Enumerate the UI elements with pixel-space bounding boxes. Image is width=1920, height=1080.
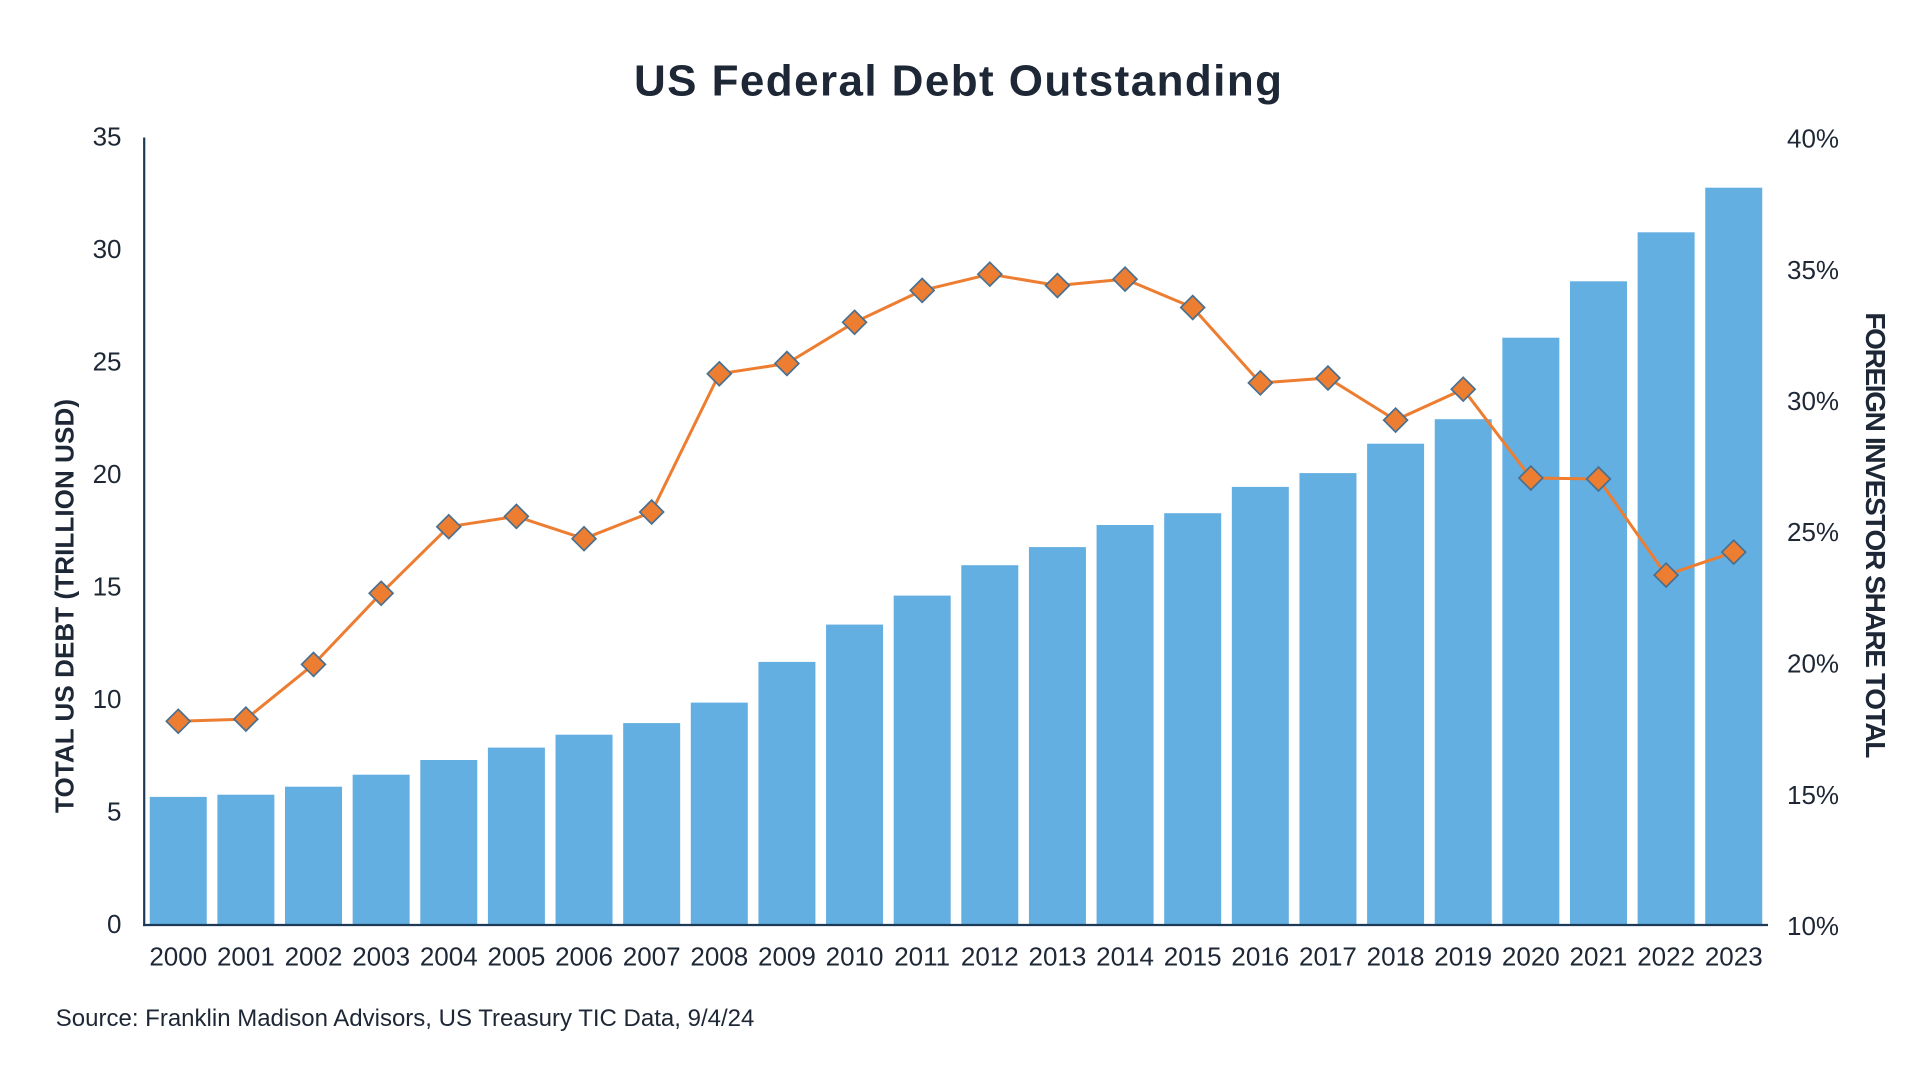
svg-text:30: 30 — [93, 234, 122, 264]
svg-text:2022: 2022 — [1637, 942, 1695, 972]
svg-text:2010: 2010 — [826, 942, 884, 972]
svg-text:2007: 2007 — [623, 942, 681, 972]
svg-text:2014: 2014 — [1096, 942, 1154, 972]
svg-text:5: 5 — [107, 797, 121, 827]
svg-text:2012: 2012 — [961, 942, 1019, 972]
svg-text:15%: 15% — [1787, 780, 1839, 810]
svg-text:10%: 10% — [1787, 911, 1839, 941]
svg-text:30%: 30% — [1787, 386, 1839, 416]
svg-text:15: 15 — [93, 572, 122, 602]
svg-text:0: 0 — [107, 909, 121, 939]
svg-text:2001: 2001 — [217, 942, 275, 972]
svg-text:2013: 2013 — [1029, 942, 1087, 972]
svg-text:2000: 2000 — [149, 942, 207, 972]
svg-text:2021: 2021 — [1570, 942, 1628, 972]
svg-text:2011: 2011 — [894, 942, 950, 972]
svg-text:2005: 2005 — [487, 942, 545, 972]
svg-text:2015: 2015 — [1164, 942, 1222, 972]
svg-text:2018: 2018 — [1367, 942, 1425, 972]
svg-text:2020: 2020 — [1502, 942, 1560, 972]
svg-text:2017: 2017 — [1299, 942, 1357, 972]
svg-text:2003: 2003 — [352, 942, 410, 972]
svg-text:TOTAL US DEBT (TRILLION USD): TOTAL US DEBT (TRILLION USD) — [50, 399, 80, 813]
svg-text:20: 20 — [93, 459, 122, 489]
svg-text:2019: 2019 — [1434, 942, 1492, 972]
svg-text:25%: 25% — [1787, 517, 1839, 547]
svg-text:FOREIGN INVESTOR SHARE TOTAL: FOREIGN INVESTOR SHARE TOTAL — [1860, 312, 1891, 758]
svg-text:2004: 2004 — [420, 942, 478, 972]
svg-text:2002: 2002 — [285, 942, 343, 972]
svg-text:US Federal Debt Outstanding: US Federal Debt Outstanding — [634, 56, 1282, 105]
svg-text:40%: 40% — [1787, 124, 1839, 154]
svg-text:2008: 2008 — [690, 942, 748, 972]
svg-text:35: 35 — [93, 122, 122, 152]
svg-text:Source: Franklin Madison Advis: Source: Franklin Madison Advisors, US Tr… — [56, 1005, 755, 1032]
svg-text:2016: 2016 — [1231, 942, 1289, 972]
svg-text:35%: 35% — [1787, 255, 1839, 285]
svg-text:2023: 2023 — [1705, 942, 1763, 972]
svg-text:25: 25 — [93, 347, 122, 377]
svg-text:20%: 20% — [1787, 649, 1839, 679]
svg-text:2009: 2009 — [758, 942, 816, 972]
svg-text:2006: 2006 — [555, 942, 613, 972]
svg-text:10: 10 — [93, 684, 122, 714]
